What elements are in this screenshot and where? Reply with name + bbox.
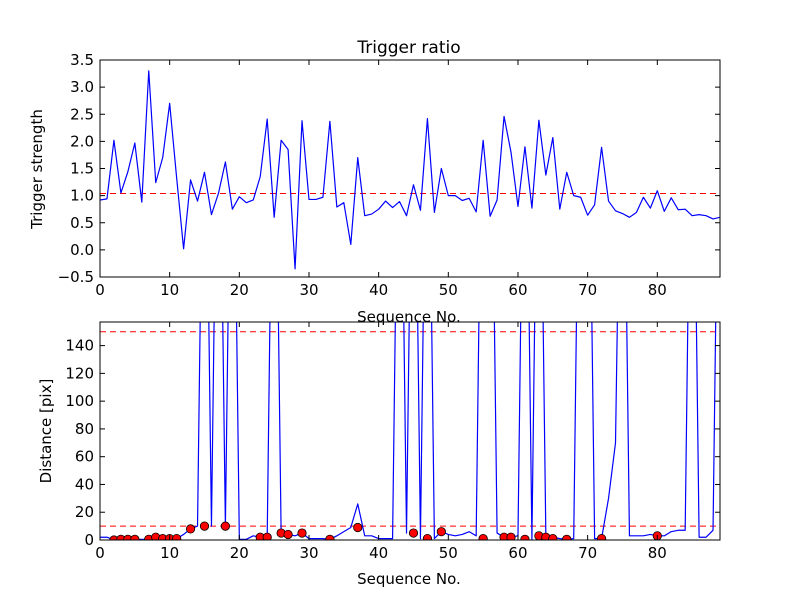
x-tick-label: 0: [95, 544, 105, 562]
y-tick-label: 2.0: [70, 132, 94, 150]
y-tick-label: 1.0: [70, 187, 94, 205]
plot-frame: [99, 321, 721, 541]
series-line: [100, 322, 717, 540]
x-tick-label: 10: [160, 281, 179, 299]
data-point-marker: [548, 534, 558, 540]
y-tick-label: 100: [65, 392, 94, 410]
y-tick-label: 3.0: [70, 78, 94, 96]
y-tick-label: 140: [65, 337, 94, 355]
x-tick-label: 20: [230, 544, 249, 562]
x-tick-label: 0: [95, 281, 105, 299]
data-point-marker: [422, 534, 433, 540]
data-point-marker: [325, 534, 335, 540]
y-tick-label: 1.5: [70, 160, 94, 178]
data-point-marker: [562, 534, 572, 540]
y-tick-label: 60: [75, 448, 94, 466]
y-tick-label: −0.5: [58, 268, 94, 286]
data-point-marker: [130, 534, 140, 540]
y-axis-label: Distance [pix]: [37, 379, 55, 484]
data-point-marker: [478, 534, 488, 540]
y-tick-label: 3.5: [70, 51, 94, 69]
y-axis-label: Trigger strength: [28, 109, 46, 230]
data-point-marker: [520, 534, 530, 540]
x-tick-label: 80: [648, 544, 667, 562]
x-tick-label: 30: [299, 544, 318, 562]
data-point-marker: [199, 521, 210, 531]
x-tick-label: 60: [508, 544, 527, 562]
x-tick-label: 70: [578, 544, 597, 562]
data-point-marker: [262, 532, 272, 540]
x-tick-label: 50: [439, 544, 458, 562]
x-tick-label: 40: [369, 544, 388, 562]
data-point-marker: [353, 522, 363, 533]
data-point-marker: [297, 528, 307, 538]
data-point-marker: [408, 528, 419, 538]
x-tick-label: 40: [369, 281, 388, 299]
data-point-marker: [220, 521, 230, 531]
series-line: [100, 70, 720, 270]
y-tick-label: 0.5: [70, 214, 94, 232]
data-point-marker: [436, 527, 446, 537]
y-tick-label: 80: [75, 420, 94, 438]
data-point-marker: [185, 524, 196, 534]
data-point-marker: [596, 534, 607, 540]
y-tick-label: 40: [75, 475, 94, 493]
x-tick-label: 10: [160, 544, 179, 562]
x-tick-label: 60: [508, 281, 527, 299]
plot-frame: [99, 59, 721, 278]
y-tick-label: 0: [84, 531, 94, 549]
trigger-ratio-plot: Trigger ratio Sequence No. Trigger stren…: [28, 38, 721, 326]
y-tick-label: 0.0: [70, 241, 94, 259]
y-tick-label: 2.5: [70, 105, 94, 123]
chart-title: Trigger ratio: [356, 38, 460, 58]
x-tick-label: 30: [299, 281, 318, 299]
data-point-marker: [172, 534, 182, 540]
x-tick-label: 50: [439, 281, 458, 299]
plot-area: [100, 70, 720, 270]
x-tick-label: 70: [578, 281, 597, 299]
plot-area: [100, 322, 720, 540]
x-tick-label: 20: [230, 281, 249, 299]
distance-plot: Sequence No. Distance [pix] 0 10 20 30 40 50 6…: [37, 321, 721, 588]
y-tick-label: 20: [75, 503, 94, 521]
x-axis-label: Sequence No.: [357, 570, 461, 588]
data-point-marker: [506, 532, 516, 540]
data-point-marker: [283, 529, 293, 540]
y-tick-label: 120: [65, 364, 94, 382]
x-tick-label: 80: [648, 281, 667, 299]
